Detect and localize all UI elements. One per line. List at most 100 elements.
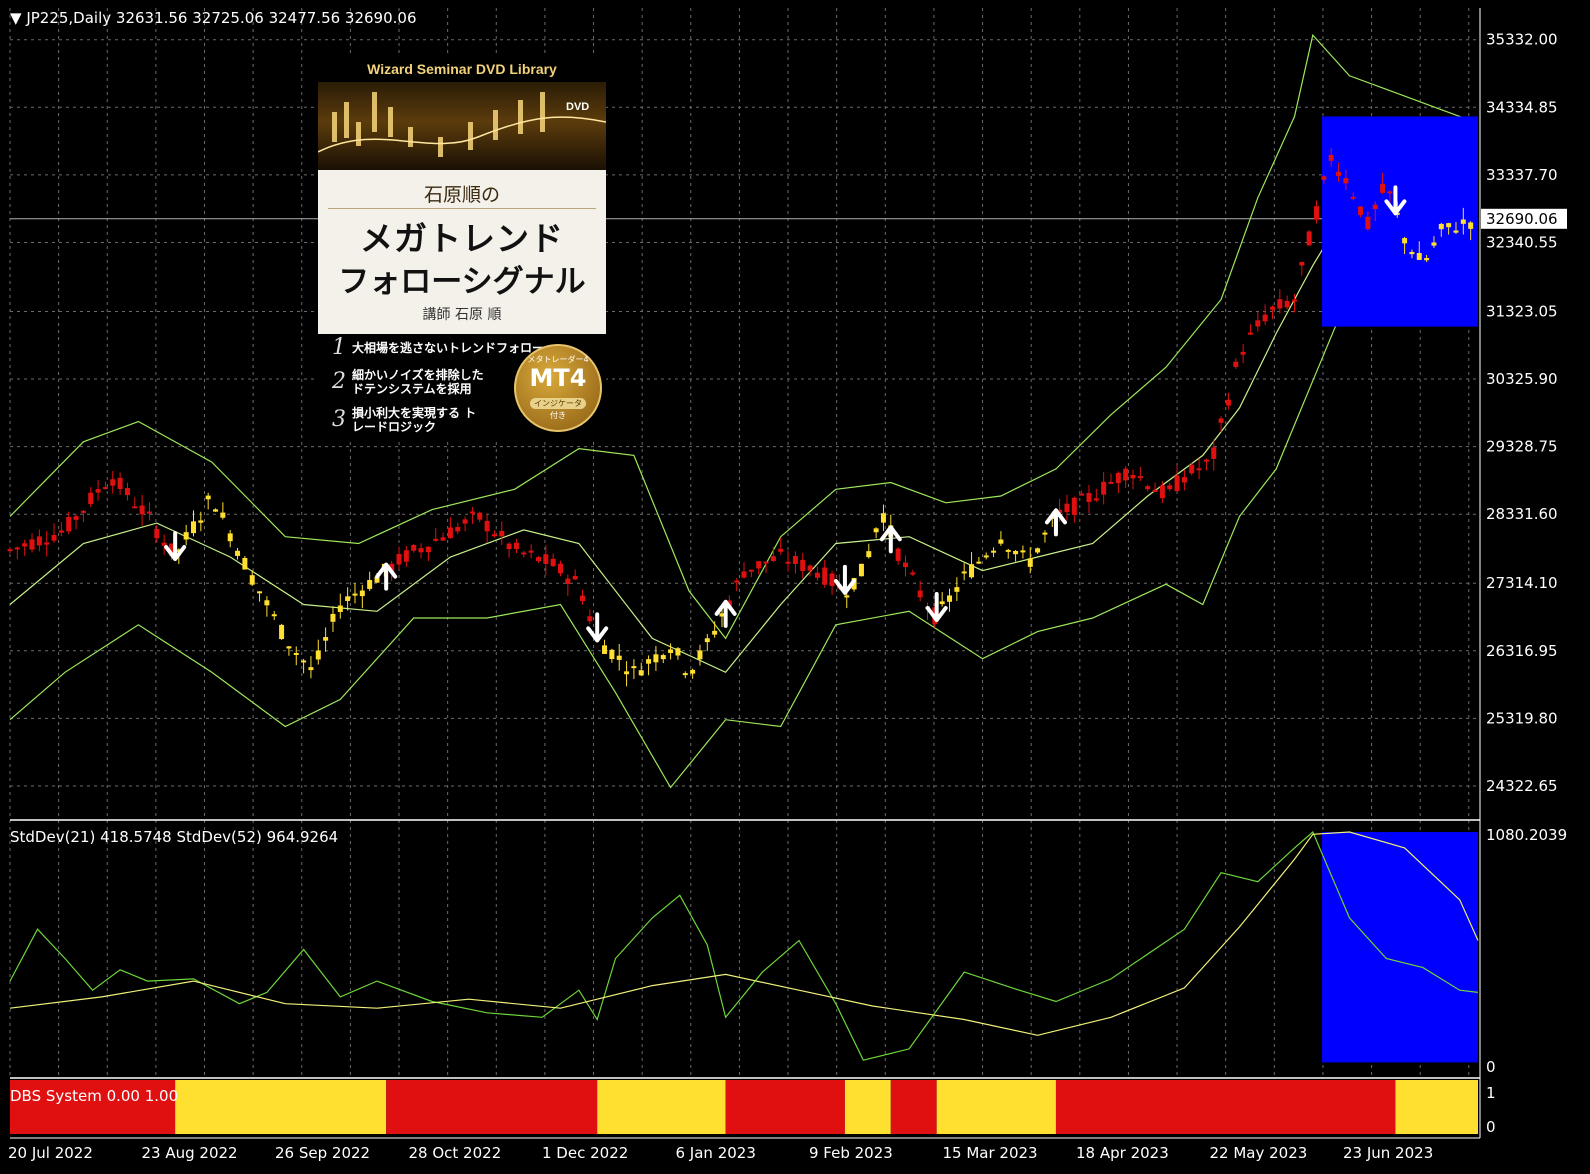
candle-body	[1306, 231, 1312, 246]
candle-body	[1196, 468, 1202, 471]
dbs-segment	[1055, 1080, 1396, 1134]
candle-body	[814, 572, 820, 578]
candle-body	[1240, 351, 1246, 355]
candle-body	[124, 488, 130, 496]
time-tick-label: 22 May 2023	[1210, 1144, 1308, 1162]
feature-3: 3 損小利大を実現する トレードロジック	[332, 406, 477, 434]
candle-body	[646, 659, 652, 664]
candle-body	[29, 539, 35, 550]
bollinger-bands	[9, 33, 1479, 789]
candle-body	[264, 600, 270, 606]
candle-body	[491, 534, 497, 537]
feature-2: 2 細かいノイズを排除した ドテンシステムを採用	[332, 368, 484, 396]
candle-body	[580, 595, 586, 602]
candle-body	[220, 512, 226, 518]
arrow-down-icon	[586, 612, 609, 643]
candle-body	[102, 487, 108, 490]
stddev-zero-label: 0	[1486, 1058, 1496, 1076]
candle-body	[902, 562, 908, 568]
candle-body	[367, 579, 373, 589]
candle-body	[154, 528, 160, 539]
candle-body	[609, 649, 615, 659]
candle-body	[308, 667, 314, 671]
candle-body	[352, 593, 358, 596]
price-tick-label: 27314.10	[1486, 574, 1558, 592]
dbs-segment	[936, 1080, 1056, 1134]
candle-body	[939, 601, 945, 605]
candle-body	[1402, 238, 1408, 244]
candle-body	[389, 563, 395, 573]
candle-body	[1057, 509, 1063, 514]
candle-body	[1446, 223, 1452, 228]
ad-author: 講師 石原 順	[422, 307, 502, 323]
candle-body	[1453, 230, 1459, 233]
candle-body	[279, 624, 285, 640]
time-tick-label: 6 Jan 2023	[676, 1144, 756, 1162]
candle-body	[528, 550, 534, 553]
dbs-segment	[890, 1080, 937, 1134]
candle-body	[1262, 314, 1268, 322]
candle-body	[1203, 459, 1209, 462]
time-tick-label: 1 Dec 2022	[542, 1144, 628, 1162]
candle-body	[998, 539, 1004, 544]
candle-body	[1409, 251, 1415, 255]
candle-body	[1380, 183, 1386, 193]
candle-body	[895, 548, 901, 561]
candle-body	[88, 492, 94, 505]
candle-body	[1424, 258, 1430, 261]
time-tick-label: 20 Jul 2022	[8, 1144, 93, 1162]
dvd-ad[interactable]: Wizard Seminar DVD Library DVD 石原順の メガトレ…	[318, 56, 606, 442]
candle-body	[1013, 550, 1019, 555]
band-lower	[9, 271, 1478, 789]
highlight-box-price	[1322, 116, 1478, 327]
symbol-info: ▼ JP225,Daily 32631.56 32725.06 32477.56…	[10, 9, 417, 27]
candle-body	[947, 595, 953, 602]
candle-body	[535, 557, 541, 562]
price-tick-label: 29328.75	[1486, 438, 1558, 456]
candle-body	[543, 554, 549, 564]
ad-features: 1 大相場を逃さないトレンドフォロー 2 細かいノイズを排除した ドテンシステムを採…	[318, 336, 606, 442]
time-tick-label: 23 Jun 2023	[1343, 1144, 1433, 1162]
candle-body	[1042, 532, 1048, 535]
time-tick-label: 28 Oct 2022	[409, 1144, 502, 1162]
candle-body	[433, 538, 439, 541]
candle-body	[712, 630, 718, 635]
candle-body	[1093, 498, 1099, 501]
candle-body	[1035, 548, 1041, 553]
candle-body	[822, 567, 828, 585]
candle-body	[1101, 481, 1107, 495]
candle-body	[1372, 204, 1378, 210]
candle-body	[616, 655, 622, 660]
candle-body	[1086, 493, 1092, 502]
dbs-segment	[725, 1080, 845, 1134]
candle-body	[1233, 361, 1239, 367]
dbs-zero-label: 0	[1486, 1118, 1496, 1136]
candle-body	[176, 549, 182, 552]
arrow-down-icon	[164, 531, 187, 562]
candle-body	[1159, 485, 1165, 499]
candle-body	[257, 591, 263, 594]
candle-body	[785, 561, 791, 564]
candle-body	[741, 571, 747, 578]
ad-rule	[328, 208, 596, 209]
candle-body	[66, 517, 72, 532]
candle-body	[117, 477, 123, 489]
candle-body	[440, 537, 446, 541]
candle-body	[1314, 206, 1320, 220]
candle-body	[807, 565, 813, 571]
candle-body	[161, 542, 167, 546]
candle-body	[1137, 476, 1143, 479]
stddev-line-2	[9, 831, 1479, 1036]
current-price-label: 32690.06	[1486, 210, 1558, 228]
candle-body	[1328, 155, 1334, 161]
candle-body	[969, 564, 975, 578]
candle-body	[1431, 242, 1437, 246]
arrow-up-icon	[879, 525, 902, 554]
candle-body	[36, 536, 42, 546]
candle-body	[1115, 472, 1121, 484]
candle-body	[418, 548, 424, 553]
collapse-triangle-icon: ▼	[10, 9, 26, 27]
candle-body	[462, 519, 468, 524]
candle-body	[1468, 222, 1474, 229]
candle-body	[315, 650, 321, 660]
